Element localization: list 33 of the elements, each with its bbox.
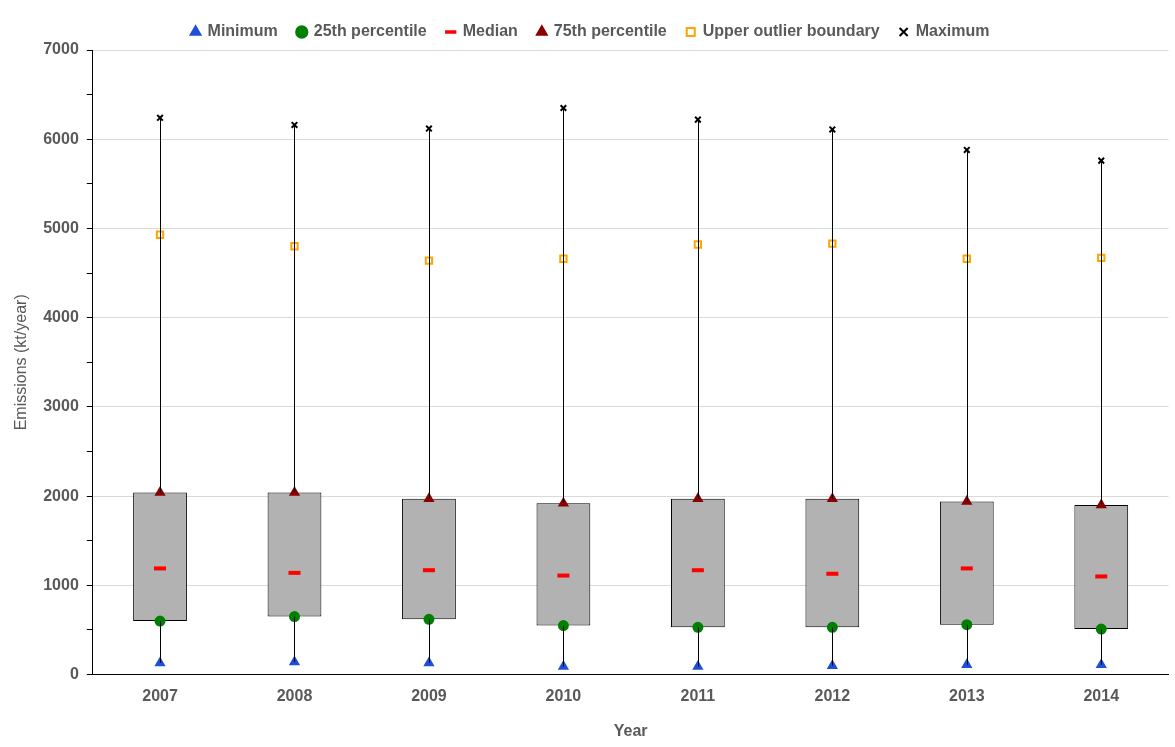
y-tick-label: 4000	[43, 308, 79, 326]
point	[961, 619, 973, 631]
y-axis-title: Emissions (kt/year)	[12, 294, 30, 431]
legend-label: Median	[462, 22, 518, 40]
point	[288, 611, 300, 623]
y-tick-label: 1000	[43, 575, 79, 593]
x-axis-title: Year	[613, 721, 648, 739]
x-tick-label: 2011	[680, 686, 716, 704]
x-tick-label: 2009	[411, 686, 447, 704]
x-tick-label: 2010	[545, 686, 582, 704]
y-tick-label: 5000	[43, 218, 79, 236]
x-tick-label: 2007	[142, 686, 178, 704]
x-tick-label: 2013	[949, 686, 985, 704]
point	[1095, 623, 1107, 635]
legend-label: Upper outlier boundary	[702, 22, 880, 40]
x-tick-label: 2008	[276, 686, 313, 704]
y-tick-label: 6000	[43, 129, 79, 147]
y-tick-label: 0	[69, 665, 79, 683]
point	[692, 621, 704, 633]
y-tick-label: 7000	[43, 40, 79, 58]
point	[154, 615, 166, 627]
point	[1097, 156, 1106, 165]
y-tick-label: 2000	[43, 486, 79, 504]
point	[423, 613, 435, 625]
legend-label: 75th percentile	[553, 22, 667, 40]
point	[826, 621, 838, 633]
y-tick-label: 3000	[43, 397, 79, 415]
point	[557, 620, 569, 632]
legend-label: Maximum	[915, 22, 990, 40]
x-tick-label: 2012	[814, 686, 851, 704]
legend-label: 25th percentile	[313, 22, 427, 40]
legend-label: Minimum	[207, 22, 278, 40]
x-tick-label: 2014	[1083, 686, 1120, 704]
